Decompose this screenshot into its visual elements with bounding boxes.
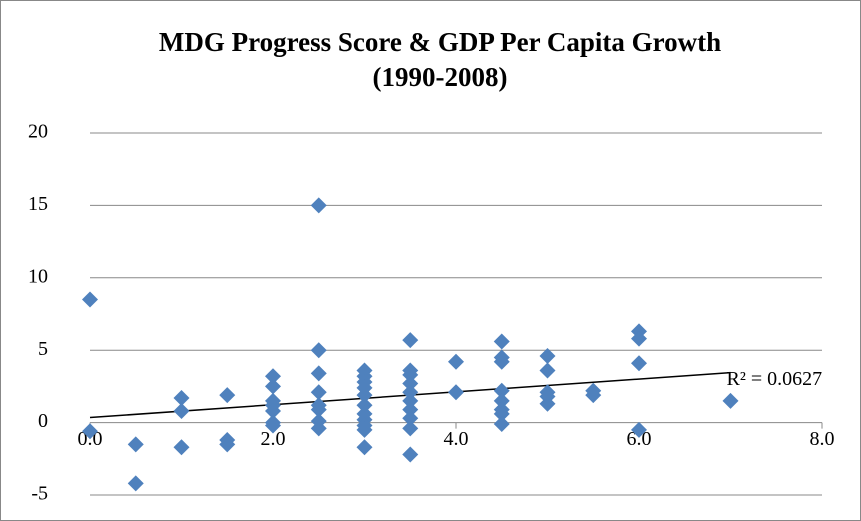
point — [356, 439, 373, 456]
point — [402, 392, 419, 409]
y-tick-label: 0 — [38, 410, 48, 432]
point — [82, 291, 98, 308]
point — [631, 330, 647, 347]
point — [127, 436, 144, 453]
point — [493, 382, 510, 399]
point — [402, 446, 419, 463]
point — [631, 355, 647, 372]
point — [219, 387, 236, 404]
point — [722, 392, 739, 409]
point — [402, 420, 419, 437]
point — [265, 378, 281, 395]
chart-title: (1990-2008) — [373, 62, 508, 92]
point — [127, 475, 144, 492]
point — [539, 362, 556, 379]
point — [539, 347, 556, 364]
point — [173, 439, 190, 456]
point — [448, 353, 464, 370]
point — [402, 401, 419, 418]
point — [82, 423, 98, 440]
y-tick-label: 20 — [28, 121, 48, 143]
point — [310, 197, 327, 214]
x-tick-label: 8.0 — [810, 428, 835, 450]
point — [310, 365, 327, 382]
x-tick-label: 2.0 — [261, 428, 286, 450]
point — [493, 333, 510, 350]
point — [356, 421, 373, 438]
point — [356, 397, 373, 414]
point — [539, 395, 556, 412]
point — [310, 401, 327, 418]
y-tick-label: 15 — [28, 193, 48, 215]
point — [448, 384, 464, 401]
point — [402, 375, 419, 392]
x-tick-label: 6.0 — [627, 428, 652, 450]
point — [310, 420, 327, 437]
point — [310, 342, 327, 359]
point — [173, 403, 190, 420]
point — [265, 417, 281, 434]
y-tick-label: -5 — [31, 483, 48, 505]
point — [265, 403, 281, 420]
point — [219, 436, 236, 453]
point — [402, 366, 419, 383]
point — [585, 387, 602, 404]
y-tick-label: 10 — [28, 265, 48, 287]
point — [493, 353, 510, 370]
point — [402, 332, 419, 349]
point — [402, 384, 419, 401]
point — [631, 421, 647, 438]
trendline-label: R² = 0.0627 — [727, 368, 823, 390]
point — [493, 392, 510, 409]
point — [402, 410, 419, 427]
y-tick-label: 5 — [38, 338, 48, 360]
point — [265, 368, 281, 385]
point — [493, 416, 510, 433]
point — [493, 405, 510, 422]
point — [173, 389, 190, 406]
point — [356, 387, 373, 404]
point — [310, 384, 327, 401]
x-tick-label: 4.0 — [444, 428, 469, 450]
chart-title: MDG Progress Score & GDP Per Capita Grow… — [159, 27, 721, 57]
